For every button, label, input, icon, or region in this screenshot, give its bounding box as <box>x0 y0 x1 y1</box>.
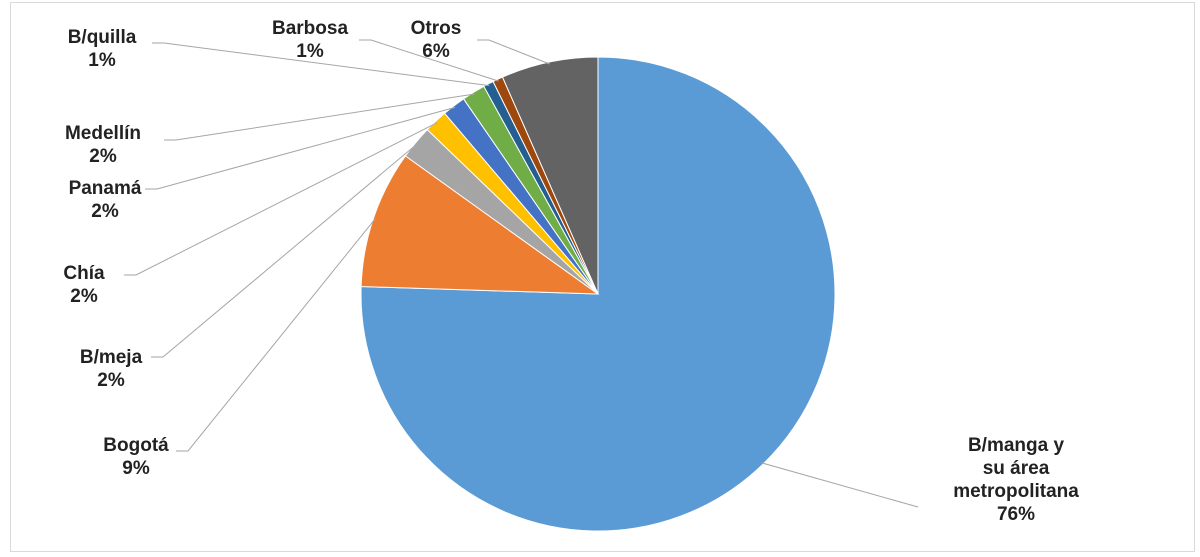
pie-slice-bogota <box>360 155 600 295</box>
slice-label-panama: Panamá 2% <box>69 178 142 222</box>
pie-slices <box>360 56 836 532</box>
leader-line-b-quilla <box>152 42 490 87</box>
slice-label-b-quilla: B/quilla 1% <box>68 27 137 71</box>
slice-label-otros: Otros 6% <box>411 18 462 62</box>
leader-line-barbosa <box>359 39 499 82</box>
leader-line-otros <box>477 39 550 65</box>
slice-labels: B/manga y su área metropolitana 76% Bogotá 9%… <box>63 18 1079 525</box>
leader-line-medellin <box>164 93 475 141</box>
leader-line-chia <box>124 122 438 276</box>
slice-label-barbosa: Barbosa 1% <box>272 18 348 62</box>
slice-label-bogota: Bogotá 9% <box>103 435 169 479</box>
leader-line-bogota <box>176 218 376 452</box>
leader-line-b-manga-y-su-area-metropolitana <box>761 462 919 508</box>
slice-label-chia: Chía 2% <box>63 263 105 307</box>
leader-line-b-meja <box>151 143 418 358</box>
leader-line-panama <box>145 106 456 190</box>
pie-slice-otros <box>501 56 599 295</box>
slice-label-b-manga-y-su-area-metropolitana: B/manga y su área metropolitana 76% <box>953 435 1079 525</box>
slice-label-medellin: Medellín 2% <box>65 123 141 167</box>
slice-label-b-meja: B/meja 2% <box>80 347 143 391</box>
leader-lines <box>124 39 919 508</box>
